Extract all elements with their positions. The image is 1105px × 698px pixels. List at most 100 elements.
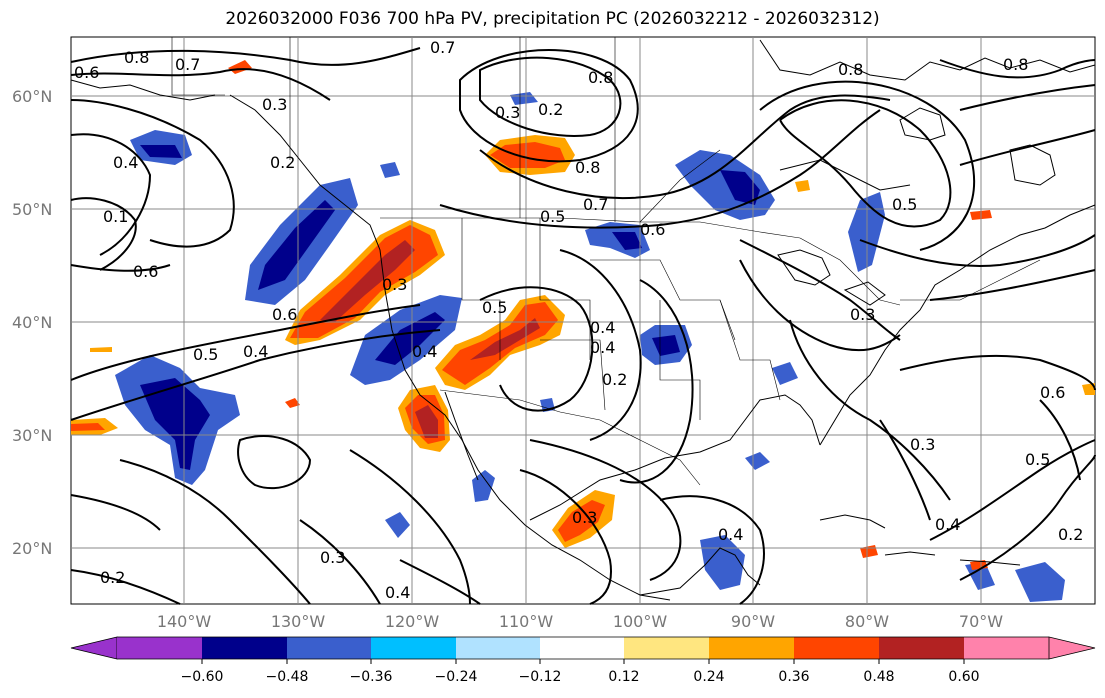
graticule [71,37,1095,604]
colorbar-segment [540,637,624,659]
colorbar-segment [794,637,879,659]
lon-label: 100°W [613,612,668,631]
contour-label: 0.3 [910,435,935,454]
contour-label: 0.7 [583,195,608,214]
precip-negative-area [1015,562,1065,602]
precip-positive-max [320,240,415,322]
precip-negative-core [720,170,760,205]
colorbar-tick-label: 0.36 [778,669,809,685]
contour-label: 0.4 [412,342,437,361]
colorbar-segment [117,637,202,659]
contour-label: 0.6 [133,262,158,281]
colorbar: −0.60 −0.48 −0.36 −0.24 −0.12 0.12 0.24 … [70,636,1096,685]
colorbar-segment [879,637,964,659]
lat-label: 60°N [12,87,52,106]
precip-positive-area [285,398,300,408]
coastlines [70,39,1096,601]
precip-positive-area [795,180,810,192]
precip-negative-core [140,145,182,158]
contour-label: 0.2 [602,370,627,389]
map-title: 2026032000 F036 700 hPa PV, precipitatio… [225,9,880,29]
precip-negative-core [258,200,335,290]
map-panel[interactable]: 0.8 0.7 0.6 0.7 0.8 0.3 0.2 0.8 0.8 0.8 … [12,36,1096,631]
precip-negative-area [510,92,538,105]
colorbar-tick-label: 0.48 [863,669,894,685]
precip-positive-area [1082,383,1095,395]
contour-label: 0.3 [572,508,597,527]
lat-label: 20°N [12,539,52,558]
colorbar-tick-label: 0.24 [693,669,724,685]
contour-label: 0.4 [590,338,615,357]
contour-label: 0.6 [74,63,99,82]
contour-label: 0.4 [385,583,410,602]
lon-label: 70°W [959,612,1003,631]
contour-label: 0.8 [588,68,613,87]
contour-label: 0.3 [850,305,875,324]
contour-label: 0.7 [430,38,455,57]
precip-negative-core [612,232,642,250]
colorbar-tick-label: −0.60 [181,669,224,685]
contour-label: 0.2 [538,100,563,119]
contour-label: 0.8 [838,60,863,79]
contour-label: 0.3 [495,103,520,122]
lon-label: 80°W [845,612,889,631]
precip-positive-max [470,318,540,360]
contour-label: 0.3 [382,275,407,294]
precip-negative-area [585,222,650,258]
precip-negative-area [385,512,410,538]
precip-positive-max [415,405,438,438]
colorbar-segment [456,637,540,659]
contour-label: 0.2 [100,568,125,587]
contour-label: 0.3 [262,95,287,114]
lat-label: 30°N [12,426,52,445]
colorbar-tick-label: 0.12 [608,669,639,685]
precip-negative-area [772,362,798,385]
lat-label: 40°N [12,313,52,332]
colorbar-tick-label: −0.36 [350,669,393,685]
precip-negative-area [380,162,400,178]
colorbar-extend-high [1048,636,1096,660]
latitude-labels: 60°N 50°N 40°N 30°N 20°N [12,87,52,558]
contour-label: 0.4 [243,342,268,361]
colorbar-tick-label: −0.24 [435,669,478,685]
precip-positive-core [558,500,605,542]
colorbar-segment [964,637,1049,659]
contour-label: 0.2 [270,153,295,172]
contour-label: 0.5 [482,298,507,317]
precip-negative-area [745,452,770,470]
precip-negative-area [700,535,745,590]
contour-label: 0.5 [193,345,218,364]
colorbar-extend-low [70,636,118,660]
precip-positive-core [71,423,105,431]
longitude-labels: 140°W 130°W 120°W 110°W 100°W 90°W 80°W … [157,612,1003,631]
colorbar-segment [202,637,287,659]
colorbar-segment [287,637,371,659]
lon-label: 140°W [157,612,212,631]
contour-label: 0.6 [272,305,297,324]
contour-labels: 0.8 0.7 0.6 0.7 0.8 0.3 0.2 0.8 0.8 0.8 … [74,38,1083,602]
contour-label: 0.6 [1040,383,1065,402]
contour-label: 0.8 [575,158,600,177]
precip-fill-layer [71,60,1095,602]
contour-label: 0.6 [640,220,665,239]
precip-negative-core [652,335,680,356]
contour-label: 0.8 [1003,55,1028,74]
contour-label: 0.7 [175,55,200,74]
contour-label: 0.4 [718,525,743,544]
colorbar-tick-label: 0.60 [948,669,979,685]
lon-label: 130°W [271,612,326,631]
contour-label: 0.4 [590,318,615,337]
precip-positive-area [90,347,112,352]
contour-label: 0.4 [935,515,960,534]
lat-label: 50°N [12,200,52,219]
contour-label: 0.8 [124,48,149,67]
lon-label: 90°W [731,612,775,631]
colorbar-segment [624,637,709,659]
precip-negative-core [140,378,210,470]
contour-label: 0.5 [540,207,565,226]
contour-label: 0.5 [892,195,917,214]
colorbar-tick-label: −0.48 [266,669,309,685]
contour-label: 0.4 [113,153,138,172]
contour-label: 0.1 [103,207,128,226]
